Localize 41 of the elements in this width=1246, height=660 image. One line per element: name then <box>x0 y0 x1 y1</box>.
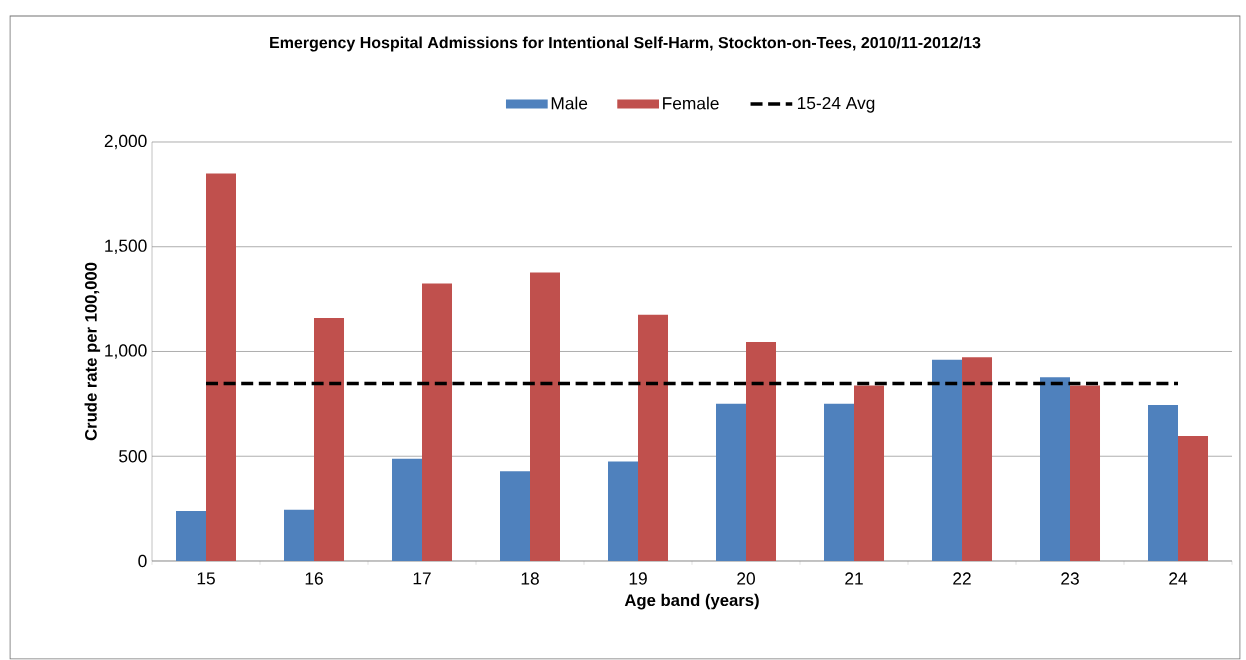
x-tick-label: 18 <box>521 572 539 585</box>
bar <box>314 318 344 562</box>
x-tick-label: 24 <box>1169 572 1188 585</box>
bar <box>854 385 885 562</box>
y-tick-label: 1,000 <box>105 344 147 359</box>
bar <box>716 403 746 562</box>
chart-title: Emergency Hospital Admissions for Intentional Self-Harm, Stockton-on-Tees, 2010/11-2012/13 <box>270 36 981 52</box>
x-tick-label: 16 <box>305 572 323 585</box>
x-tick-label: 23 <box>1061 572 1079 585</box>
bar <box>206 173 236 562</box>
bar <box>284 509 314 562</box>
x-tick-label: 15 <box>197 572 215 585</box>
y-tick-label: 1,500 <box>105 239 147 255</box>
bar <box>638 314 668 562</box>
x-tick-label: 20 <box>737 572 755 585</box>
bar <box>530 272 560 562</box>
y-tick-label: 500 <box>119 450 147 463</box>
x-tick-label: 22 <box>953 572 971 585</box>
y-tick-label: 0 <box>138 555 147 568</box>
bar <box>932 359 963 562</box>
bar <box>1070 385 1101 562</box>
x-tick-label: 17 <box>413 572 431 585</box>
y-tick-label: 2,000 <box>104 135 147 150</box>
bar <box>176 511 207 562</box>
bar <box>962 357 993 562</box>
bar <box>392 459 422 562</box>
bar <box>422 283 453 562</box>
x-tick-label: 21 <box>845 572 863 585</box>
bar <box>500 471 531 562</box>
bar <box>824 403 855 562</box>
legend-label: 15-24 Avg <box>797 97 875 113</box>
legend-label: Female <box>663 96 719 110</box>
bar <box>1178 436 1209 562</box>
y-axis-title: Crude rate per 100,000 <box>84 263 101 441</box>
bar <box>746 342 777 562</box>
x-axis-title: Age band (years) <box>624 594 759 610</box>
bar <box>608 461 639 562</box>
x-tick-label: 19 <box>629 572 647 585</box>
legend-label: Male <box>551 96 588 110</box>
bar <box>1040 377 1070 562</box>
bar <box>1148 405 1179 562</box>
